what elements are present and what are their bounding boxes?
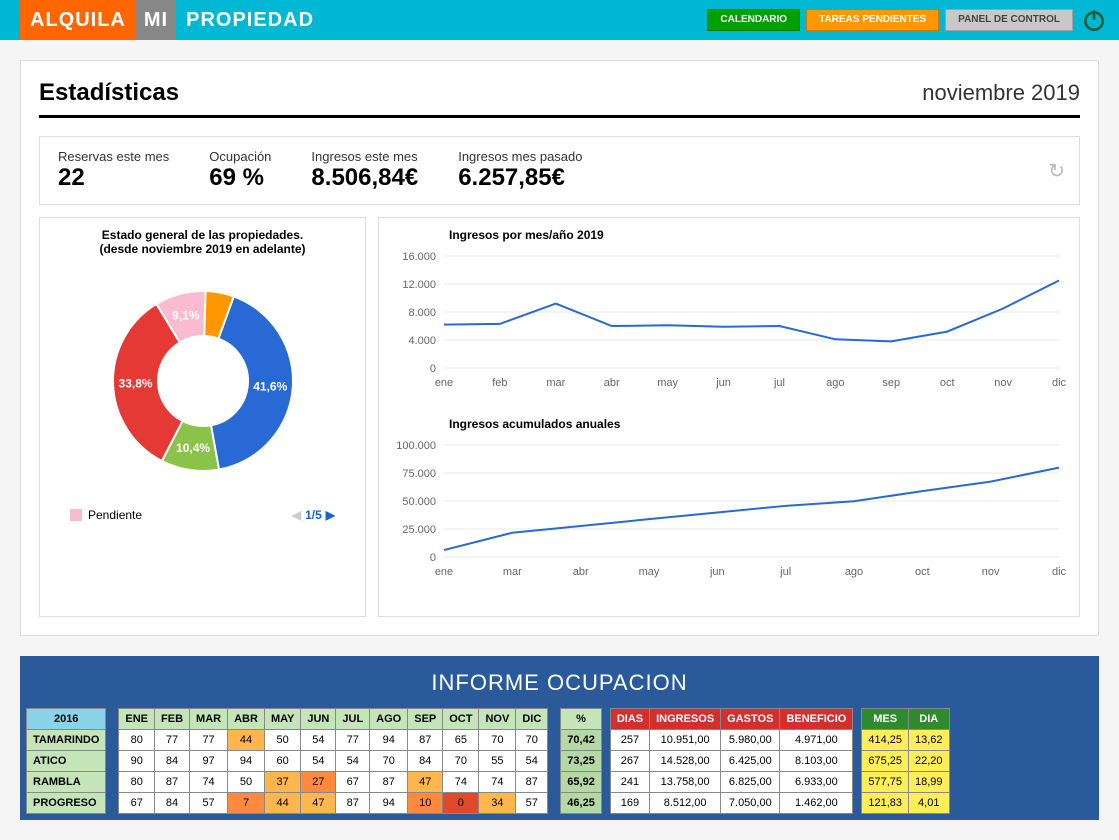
svg-text:dic: dic	[1052, 377, 1067, 389]
kpi-label: Ingresos este mes	[311, 149, 418, 164]
svg-text:0: 0	[430, 552, 436, 564]
pager-text: 1/5	[305, 508, 322, 522]
svg-text:may: may	[639, 566, 660, 578]
line-chart-title: Ingresos acumulados anuales	[449, 417, 1069, 431]
svg-text:25.000: 25.000	[402, 524, 436, 536]
svg-text:33,8%: 33,8%	[118, 376, 152, 390]
charts-row: Estado general de las propiedades. (desd…	[39, 217, 1080, 617]
donut-legend: Pendiente ◀ 1/5 ▶	[50, 508, 355, 522]
svg-text:oct: oct	[915, 566, 930, 578]
svg-text:abr: abr	[604, 377, 620, 389]
donut-title: Estado general de las propiedades. (desd…	[50, 228, 355, 256]
svg-text:mar: mar	[503, 566, 522, 578]
svg-text:may: may	[657, 377, 678, 389]
legend-swatch	[70, 509, 82, 521]
page-title: Estadísticas	[39, 79, 179, 107]
pager-next-icon[interactable]: ▶	[326, 508, 335, 522]
finance-table: DIASINGRESOSGASTOSBENEFICIO25710.951,005…	[610, 708, 854, 814]
kpi-ingresos-mes: Ingresos este mes 8.506,84€	[311, 149, 418, 192]
logo: ALQUILA MI PROPIEDAD	[20, 0, 324, 40]
line-chart-title: Ingresos por mes/año 2019	[449, 228, 1069, 242]
line-chart-block-1: Ingresos por mes/año 2019 0 4.000 8.000 12.…	[389, 228, 1069, 399]
report-panel: INFORME OCUPACION 2016ENEFEBMARABRMAYJUN…	[20, 656, 1099, 820]
donut-pager[interactable]: ◀ 1/5 ▶	[292, 508, 335, 522]
occupancy-table: 2016ENEFEBMARABRMAYJUNJULAGOSEPOCTNOVDIC…	[26, 708, 602, 814]
pager-prev-icon[interactable]: ◀	[292, 508, 301, 522]
page-header: Estadísticas noviembre 2019	[39, 79, 1080, 118]
svg-text:mar: mar	[546, 377, 565, 389]
nav-panel-button[interactable]: PANEL DE CONTROL	[945, 9, 1073, 31]
svg-text:0: 0	[430, 363, 436, 375]
nav-calendario-button[interactable]: CALENDARIO	[707, 9, 800, 31]
report-title: INFORME OCUPACION	[26, 662, 1093, 708]
kpi-value: 6.257,85€	[458, 164, 582, 192]
line-chart-2: 0 25.000 50.000 75.000 100.000 ene mar abr may ju…	[389, 435, 1069, 585]
power-icon[interactable]	[1079, 5, 1109, 35]
logo-part3: PROPIEDAD	[176, 9, 324, 32]
line-chart-1: 0 4.000 8.000 12.000 16.000 ene feb mar abr may ju…	[389, 246, 1069, 396]
svg-text:jun: jun	[709, 566, 725, 578]
logo-part2: MI	[136, 0, 176, 40]
kpi-row: Reservas este mes 22 Ocupación 69 % Ingr…	[39, 136, 1080, 205]
kpi-ocupacion: Ocupación 69 %	[209, 149, 271, 192]
kpi-reservas: Reservas este mes 22	[58, 149, 169, 192]
kpi-ingresos-pasado: Ingresos mes pasado 6.257,85€	[458, 149, 582, 192]
svg-text:sep: sep	[882, 377, 900, 389]
legend-label: Pendiente	[88, 508, 142, 522]
top-bar: ALQUILA MI PROPIEDAD CALENDARIO TAREAS P…	[0, 0, 1119, 40]
svg-text:ago: ago	[845, 566, 863, 578]
main-panel: Estadísticas noviembre 2019 Reservas est…	[20, 60, 1099, 636]
svg-text:nov: nov	[982, 566, 1000, 578]
line-charts-card: Ingresos por mes/año 2019 0 4.000 8.000 12.…	[378, 217, 1080, 617]
nav-tareas-button[interactable]: TAREAS PENDIENTES	[806, 9, 939, 31]
svg-text:50.000: 50.000	[402, 496, 436, 508]
svg-text:16.000: 16.000	[402, 251, 436, 263]
svg-text:abr: abr	[573, 566, 589, 578]
mesdia-table: MESDIA414,2513,62675,2522,20577,7518,991…	[861, 708, 949, 814]
svg-text:4.000: 4.000	[408, 335, 436, 347]
svg-text:nov: nov	[994, 377, 1012, 389]
legend-item: Pendiente	[70, 508, 142, 522]
line-chart-block-2: Ingresos acumulados anuales 0 25.000 50.00…	[389, 417, 1069, 588]
svg-text:jun: jun	[715, 377, 731, 389]
svg-text:8.000: 8.000	[408, 307, 436, 319]
donut-chart: 41,6% 10,4% 33,8% 9,1%	[63, 266, 343, 496]
svg-text:ago: ago	[826, 377, 844, 389]
page-date: noviembre 2019	[922, 80, 1080, 106]
svg-text:100.000: 100.000	[396, 440, 436, 452]
refresh-icon[interactable]: ↻	[1048, 158, 1065, 183]
svg-text:jul: jul	[779, 566, 791, 578]
svg-text:41,6%: 41,6%	[253, 380, 287, 394]
svg-text:feb: feb	[492, 377, 507, 389]
svg-text:dic: dic	[1052, 566, 1067, 578]
kpi-value: 69 %	[209, 164, 271, 192]
nav-bar: CALENDARIO TAREAS PENDIENTES PANEL DE CO…	[707, 0, 1119, 40]
report-grid: 2016ENEFEBMARABRMAYJUNJULAGOSEPOCTNOVDIC…	[26, 708, 1093, 814]
svg-text:10,4%: 10,4%	[176, 441, 210, 455]
svg-text:jul: jul	[773, 377, 785, 389]
svg-text:75.000: 75.000	[402, 468, 436, 480]
kpi-value: 8.506,84€	[311, 164, 418, 192]
svg-text:ene: ene	[435, 377, 453, 389]
kpi-value: 22	[58, 164, 169, 192]
svg-text:9,1%: 9,1%	[172, 309, 200, 323]
donut-chart-card: Estado general de las propiedades. (desd…	[39, 217, 366, 617]
logo-part1: ALQUILA	[20, 0, 136, 40]
kpi-label: Reservas este mes	[58, 149, 169, 164]
svg-text:ene: ene	[435, 566, 453, 578]
svg-text:oct: oct	[940, 377, 955, 389]
svg-text:12.000: 12.000	[402, 279, 436, 291]
kpi-label: Ocupación	[209, 149, 271, 164]
kpi-label: Ingresos mes pasado	[458, 149, 582, 164]
